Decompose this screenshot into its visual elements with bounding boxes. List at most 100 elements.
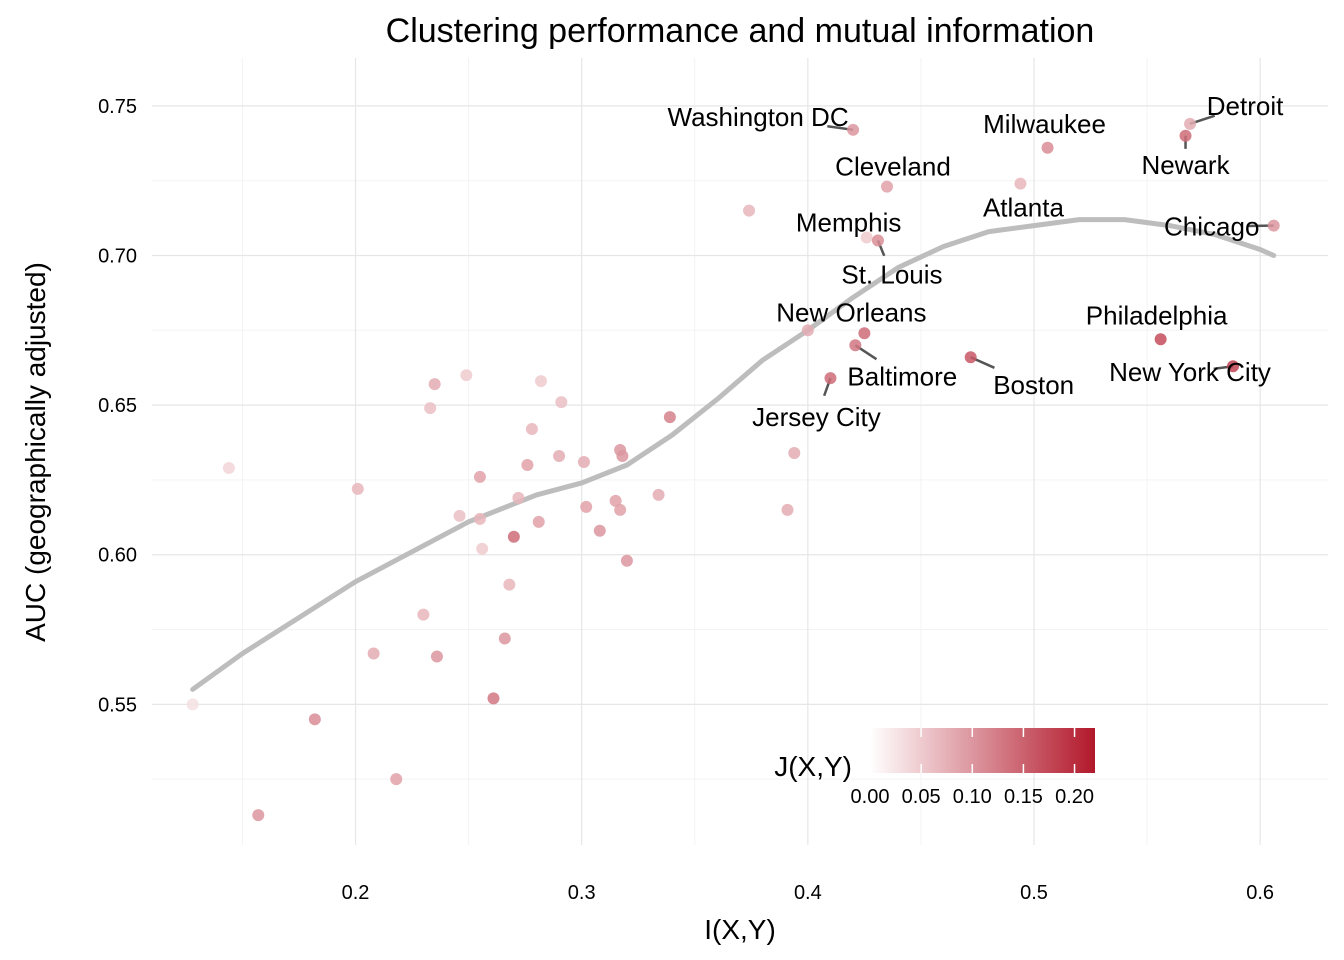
city-label: Atlanta bbox=[983, 193, 1064, 223]
point-cleveland bbox=[881, 180, 893, 193]
y-tick-label: 0.60 bbox=[98, 545, 137, 567]
legend-tick-label: 0.00 bbox=[851, 786, 890, 808]
point-memphis bbox=[860, 231, 873, 244]
scatter-point bbox=[788, 446, 801, 459]
legend-tick-label: 0.15 bbox=[1004, 786, 1043, 808]
legend-tick-label: 0.05 bbox=[902, 786, 941, 808]
scatter-point bbox=[476, 542, 489, 555]
x-tick-label: 0.3 bbox=[568, 882, 596, 904]
city-label: Boston bbox=[993, 370, 1074, 400]
y-tick-labels: 0.55 0.60 0.65 0.70 0.75 bbox=[98, 96, 137, 716]
point-washington-dc bbox=[847, 123, 860, 136]
y-tick-label: 0.55 bbox=[98, 694, 137, 716]
legend-title: J(X,Y) bbox=[774, 751, 852, 782]
scatter-point bbox=[580, 500, 593, 513]
point-new-orleans bbox=[858, 327, 871, 340]
city-label: New Orleans bbox=[776, 297, 926, 327]
scatter-point bbox=[252, 809, 265, 822]
point-detroit bbox=[1184, 117, 1197, 130]
city-label: Memphis bbox=[796, 208, 901, 238]
city-label: Cleveland bbox=[835, 152, 951, 182]
point-philadelphia bbox=[1154, 333, 1167, 346]
point-milwaukee bbox=[1041, 141, 1054, 154]
legend-tick-label: 0.10 bbox=[953, 786, 992, 808]
scatter-point bbox=[525, 423, 538, 436]
scatter-point bbox=[417, 608, 430, 621]
point-jersey-city bbox=[824, 372, 837, 385]
scatter-point bbox=[609, 494, 622, 507]
point-chicago bbox=[1267, 219, 1280, 232]
scatter-point bbox=[743, 204, 756, 217]
y-tick-label: 0.65 bbox=[98, 395, 137, 417]
scatter-point bbox=[430, 650, 443, 663]
scatter-point bbox=[473, 470, 486, 483]
scatter-point bbox=[663, 411, 676, 424]
scatter-point bbox=[351, 482, 364, 495]
city-label: Washington DC bbox=[668, 102, 849, 132]
scatter-point bbox=[424, 402, 437, 415]
point-st-louis bbox=[871, 234, 884, 247]
city-label: Newark bbox=[1141, 150, 1230, 180]
scatter-point bbox=[507, 530, 520, 543]
legend-colorbar bbox=[870, 728, 1095, 773]
city-label: Milwaukee bbox=[983, 109, 1106, 139]
scatter-point bbox=[453, 509, 466, 522]
x-tick-label: 0.4 bbox=[794, 882, 822, 904]
point-boston bbox=[964, 351, 977, 364]
scatter-point bbox=[577, 455, 590, 468]
x-axis-title: I(X,Y) bbox=[704, 914, 776, 945]
scatter-point bbox=[428, 378, 441, 391]
y-tick-label: 0.75 bbox=[98, 96, 137, 118]
scatter-point bbox=[473, 512, 486, 525]
x-tick-label: 0.2 bbox=[342, 882, 370, 904]
scatter-point bbox=[222, 461, 235, 474]
legend-ticks: 0.00 0.05 0.10 0.15 0.20 bbox=[851, 728, 1094, 808]
smooth-curve-layer bbox=[190, 217, 1277, 692]
points-layer bbox=[186, 117, 1280, 822]
city-label: Philadelphia bbox=[1086, 300, 1228, 330]
scatter-point bbox=[503, 578, 516, 591]
scatter-point bbox=[308, 713, 321, 726]
city-label: Detroit bbox=[1207, 91, 1284, 121]
scatter-point bbox=[555, 396, 568, 409]
chart-title: Clustering performance and mutual inform… bbox=[386, 12, 1095, 50]
scatter-point bbox=[532, 515, 545, 528]
point-newark bbox=[1179, 129, 1192, 142]
y-tick-label: 0.70 bbox=[98, 245, 137, 267]
scatter-point bbox=[487, 692, 500, 705]
y-axis-title: AUC (geographically adjusted) bbox=[20, 262, 51, 642]
scatter-point bbox=[616, 449, 629, 462]
city-label: Chicago bbox=[1164, 212, 1259, 242]
color-legend: J(X,Y) 0.00 0.05 0.10 0.15 0.20 bbox=[774, 728, 1095, 808]
x-tick-label: 0.5 bbox=[1020, 882, 1048, 904]
grid bbox=[152, 58, 1328, 845]
point-labels: Jersey City Washington DC Baltimore New Orl… bbox=[668, 91, 1285, 432]
scatter-point bbox=[534, 375, 547, 388]
scatter-point bbox=[186, 698, 199, 711]
scatter-point bbox=[593, 524, 606, 537]
x-tick-labels: 0.2 0.3 0.4 0.5 0.6 bbox=[342, 882, 1274, 904]
point-atlanta bbox=[1014, 177, 1027, 190]
smooth-curve bbox=[190, 217, 1277, 692]
scatter-point bbox=[614, 503, 627, 516]
scatter-point bbox=[390, 773, 403, 786]
legend-tick-label: 0.20 bbox=[1055, 786, 1094, 808]
x-tick-label: 0.6 bbox=[1246, 882, 1274, 904]
city-label: St. Louis bbox=[841, 260, 942, 290]
scatter-point bbox=[781, 503, 794, 516]
point-new-york-city bbox=[1227, 360, 1240, 373]
point-baltimore bbox=[849, 339, 862, 352]
scatter-point bbox=[652, 488, 665, 501]
scatter-point bbox=[801, 324, 814, 337]
scatter-point bbox=[460, 369, 473, 382]
scatter-point bbox=[512, 491, 525, 504]
scatter-point bbox=[553, 449, 566, 462]
city-label: New York City bbox=[1109, 357, 1271, 387]
city-label: Baltimore bbox=[847, 361, 957, 391]
city-label: Jersey City bbox=[752, 402, 881, 432]
scatter-point bbox=[498, 632, 511, 645]
scatter-point bbox=[620, 554, 633, 567]
scatter-point bbox=[521, 458, 534, 471]
scatter-point bbox=[367, 647, 380, 660]
